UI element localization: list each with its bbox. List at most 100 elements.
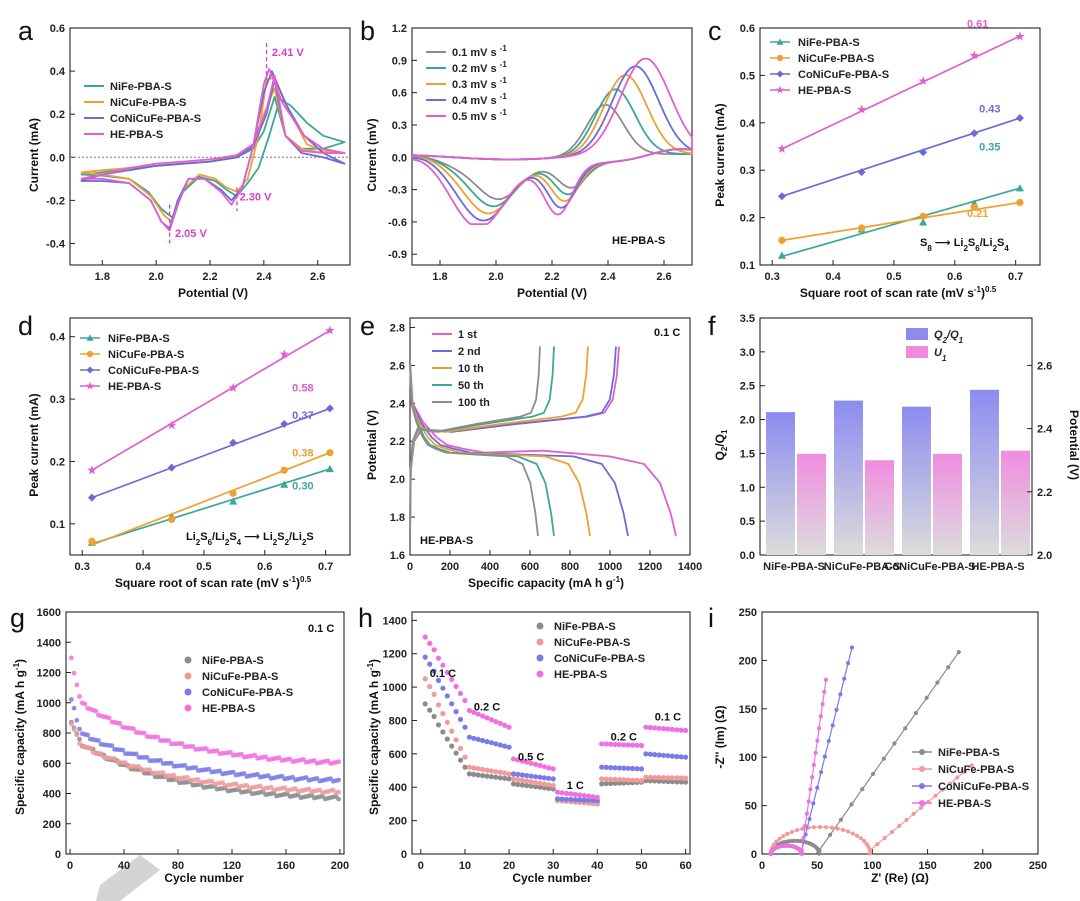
y-tick-label-f-right: 2.2 <box>1037 487 1052 499</box>
cycle-point-nicufe-pba-s <box>71 727 77 732</box>
rate-point-nicufe-pba-s <box>453 737 459 743</box>
data-point-c <box>856 104 867 114</box>
rate-point-nicufe-pba-s <box>431 691 437 697</box>
cycle-point-nicufe-pba-s <box>74 732 80 738</box>
data-point-c <box>969 50 979 60</box>
legend-label-e: 1 st <box>458 329 477 341</box>
rate-point-he-pba-s <box>678 727 684 733</box>
legend-marker-d <box>86 350 94 358</box>
x-axis-title-d-tail: ) <box>296 576 300 590</box>
data-point-c <box>778 236 786 244</box>
discharge-curve-100th <box>409 361 539 537</box>
rate-point-nife-pba-s <box>462 764 468 770</box>
rate-point-conicufe-pba-s <box>431 668 437 674</box>
x-tick-label-a: 2.0 <box>149 271 164 283</box>
x-tick-label-i: 100 <box>863 860 881 872</box>
rate-point-he-pba-s <box>493 719 499 725</box>
rate-point-conicufe-pba-s <box>427 661 433 667</box>
rate-point-he-pba-s <box>616 742 622 748</box>
y-tick-label-f-right: 2.4 <box>1037 424 1053 436</box>
legend-label-f-part: 1 <box>959 336 964 345</box>
x-tick-label-h: 10 <box>459 860 471 872</box>
reaction-note-d-part: Li <box>186 531 196 543</box>
legend-label-e: 100 th <box>458 397 490 409</box>
rate-point-nicufe-pba-s <box>603 776 609 782</box>
x-tick-label-i: 50 <box>811 860 823 872</box>
fit-line-d <box>91 451 331 546</box>
cycle-point-nicufe-pba-s <box>336 789 341 795</box>
reaction-note-c-part: 2 <box>993 244 998 253</box>
rate-point-nife-pba-s <box>683 779 689 785</box>
rate-point-conicufe-pba-s <box>453 709 459 715</box>
rate-point-conicufe-pba-s <box>471 735 477 741</box>
y-axis-title-e: Potential (V) <box>365 410 379 480</box>
slope-label-d: 0.30 <box>292 481 313 493</box>
rate-point-he-pba-s <box>435 655 442 661</box>
rate-point-he-pba-s <box>524 759 530 765</box>
rate-point-conicufe-pba-s <box>647 751 653 757</box>
reaction-note-c-part: 8 <box>927 244 932 253</box>
x-axis-title-a: Potential (V) <box>178 286 248 300</box>
reaction-note-d-part: /Li <box>212 531 225 543</box>
panel-label-f: f <box>708 311 716 341</box>
rate-point-conicufe-pba-s <box>533 774 539 780</box>
x-tick-label-b: 2.0 <box>488 271 503 283</box>
x-tick-label-b: 2.4 <box>600 271 616 283</box>
cycle-point-he-pba-s <box>214 748 220 754</box>
legend-label-g: NiFe-PBA-S <box>202 655 264 667</box>
plot-frame-e <box>409 317 691 556</box>
reaction-note-d-part: S <box>306 531 313 543</box>
x-tick-label-c: 0.5 <box>886 271 901 283</box>
rate-point-he-pba-s <box>488 717 494 723</box>
x-axis-title-c-tail: ) <box>981 286 985 300</box>
legend-label-b-sup: -1 <box>500 76 508 85</box>
data-point-c <box>919 218 928 226</box>
fit-line-c <box>781 117 1021 198</box>
y-tick-label-b: 0.6 <box>392 88 407 100</box>
x-tick-label-i: 250 <box>1029 860 1047 872</box>
legend-label-b-sup: -1 <box>500 60 508 69</box>
legend-label-b-sup: -1 <box>500 44 508 53</box>
rate-point-conicufe-pba-s <box>475 736 481 742</box>
rate-point-conicufe-pba-s <box>546 775 552 781</box>
y-tick-label-f-left: 2.5 <box>740 381 755 393</box>
plot-frame-c <box>759 27 1041 266</box>
rate-point-conicufe-pba-s <box>449 701 455 707</box>
rate-point-he-pba-s <box>612 741 618 747</box>
peak-annotation-a: 2.30 V <box>240 191 272 203</box>
rate-point-he-pba-s <box>471 709 477 715</box>
rate-point-nicufe-pba-s <box>647 774 653 780</box>
legend-label-i: NiCuFe-PBA-S <box>938 764 1014 776</box>
rate-point-conicufe-pba-s <box>550 776 556 782</box>
x-tick-label-g: 160 <box>277 860 295 872</box>
cycle-point-he-pba-s <box>336 759 341 765</box>
nyquist-line-he-pba-s <box>770 679 827 855</box>
rate-point-he-pba-s <box>537 762 543 769</box>
y-tick-label-d: 0.4 <box>50 332 66 344</box>
peak-annotation-a: 2.05 V <box>175 228 207 240</box>
y-tick-label-g: 1400 <box>37 637 61 649</box>
rate-point-conicufe-pba-s <box>630 765 636 772</box>
panel-c: c 0.3 0.4 0.5 0.6 0.7 0.1 0.2 0.3 0.4 0.5 0.6 NiFe-… <box>708 16 1041 300</box>
panel-label-g: g <box>10 603 25 633</box>
legend-marker-d <box>86 366 94 374</box>
data-point-d <box>87 465 97 475</box>
nyquist-line-nicufe-pba-s <box>770 765 973 855</box>
cycle-point-conicufe-pba-s <box>71 705 77 711</box>
rate-point-conicufe-pba-s <box>599 764 605 770</box>
panel-label-d: d <box>18 311 33 341</box>
legend-marker-g <box>184 672 192 680</box>
rate-point-conicufe-pba-s <box>559 796 565 802</box>
rate-point-he-pba-s <box>510 756 517 762</box>
rate-point-nicufe-pba-s <box>449 728 455 734</box>
y-axis-title-f-sub1: 1 <box>720 429 729 434</box>
rate-point-he-pba-s <box>453 683 459 689</box>
y-tick-label-c: 0.1 <box>740 260 755 272</box>
rate-point-conicufe-pba-s <box>484 739 490 745</box>
legend-label-d: NiFe-PBA-S <box>108 333 170 345</box>
rate-point-nicufe-pba-s <box>506 771 512 777</box>
rate-point-nife-pba-s <box>660 778 667 784</box>
rate-point-nicufe-pba-s <box>457 745 464 752</box>
rate-point-he-pba-s <box>444 669 450 675</box>
legend-label-c: NiFe-PBA-S <box>798 37 860 49</box>
